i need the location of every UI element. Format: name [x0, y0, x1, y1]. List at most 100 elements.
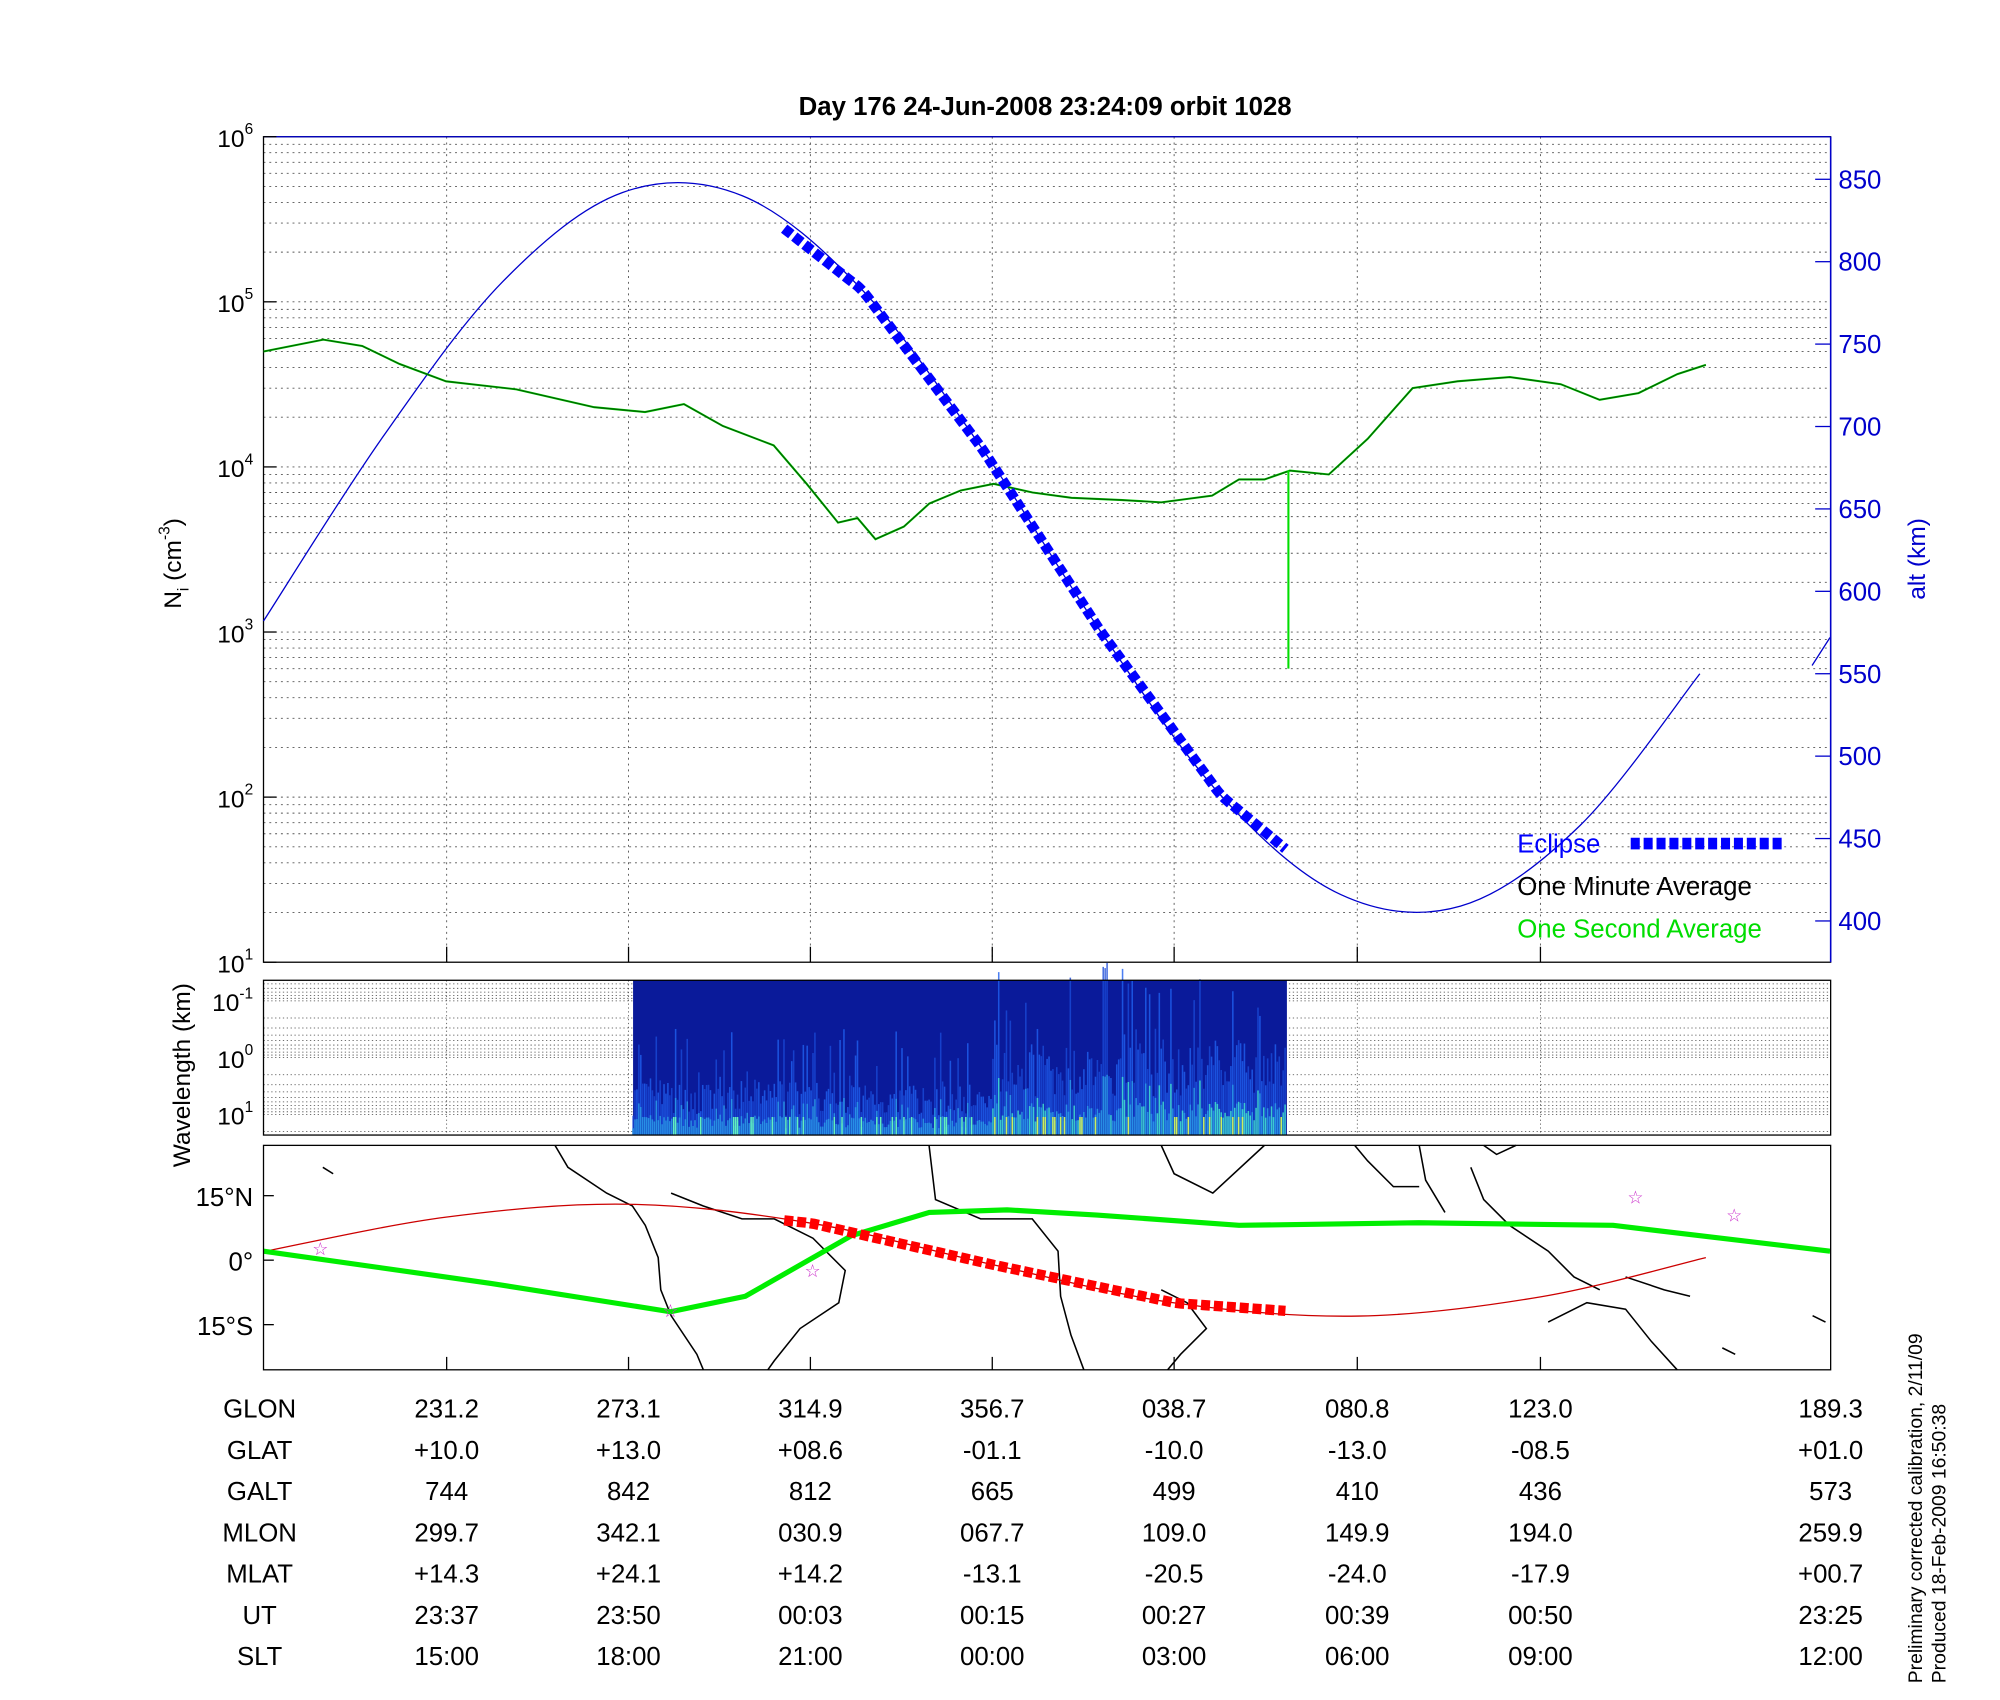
table-cell: 573 [1809, 1478, 1852, 1506]
y2-tick-label: 650 [1838, 496, 1881, 524]
y-tick-label: 106 [217, 121, 253, 153]
y2-tick-label: 600 [1838, 578, 1881, 606]
y-axis-label: Wavelength (km) [169, 983, 196, 1167]
y2-tick-label: 850 [1838, 166, 1881, 194]
y-tick-exponent: 4 [245, 451, 254, 468]
y-axis-label: Ni (cm-3) [156, 518, 192, 609]
row-label: MLAT [226, 1561, 293, 1589]
table-cell: +13.0 [596, 1437, 661, 1465]
table-cell: 273.1 [596, 1396, 661, 1424]
lat-tick-label: 0° [229, 1248, 254, 1276]
legend-entry: One Minute Average [1517, 873, 1752, 901]
table-cell: 231.2 [414, 1396, 479, 1424]
lat-tick-label: 15°N [196, 1184, 254, 1212]
table-cell: 665 [971, 1478, 1014, 1506]
y-tick-base: 10 [217, 621, 244, 648]
table-cell: 149.9 [1325, 1519, 1390, 1547]
table-cell: 09:00 [1508, 1643, 1573, 1671]
coastline [554, 1144, 705, 1371]
y-axis-label-base: N [160, 591, 187, 609]
table-cell: 356.7 [960, 1396, 1025, 1424]
table-cell: 06:00 [1325, 1643, 1390, 1671]
footer-produced: Produced 18-Feb-2009 16:50:38 [1928, 1404, 1950, 1683]
legend-entry: One Second Average [1517, 916, 1762, 944]
row-label: MLON [222, 1519, 297, 1547]
y-tick-label: 101 [217, 947, 253, 979]
coastline [1354, 1144, 1420, 1188]
y-tick-base: 10 [212, 990, 239, 1017]
y-tick-label: 104 [217, 451, 253, 483]
table-cell: 00:27 [1142, 1602, 1207, 1630]
y-tick-base: 10 [217, 456, 244, 483]
spectrogram-frame [262, 979, 1832, 1136]
coastline [670, 1192, 847, 1371]
coastline [322, 1166, 334, 1175]
row-label: GALT [227, 1478, 293, 1506]
star-icon: ☆ [1627, 1187, 1643, 1207]
table-cell: -24.0 [1328, 1561, 1387, 1589]
altitude-line [262, 182, 1701, 913]
row-label: GLAT [227, 1437, 293, 1465]
table-cell: 299.7 [414, 1519, 479, 1547]
y-tick-exponent: 1 [245, 947, 254, 964]
y-tick-label: 10-1 [212, 985, 253, 1017]
y-tick-label: 100 [217, 1042, 253, 1074]
table-cell: 259.9 [1798, 1519, 1863, 1547]
table-cell: +08.6 [778, 1437, 843, 1465]
star-icon: ☆ [1726, 1205, 1742, 1225]
y-tick-label: 101 [217, 1099, 253, 1131]
row-label: UT [242, 1602, 277, 1630]
y2-tick-label: 700 [1838, 414, 1881, 442]
y2-tick-label: 500 [1838, 743, 1881, 771]
y2-tick-label: 800 [1838, 249, 1881, 277]
map-frame [262, 1144, 1832, 1371]
table-cell: 00:03 [778, 1602, 843, 1630]
legend-entry: Eclipse [1517, 831, 1600, 859]
table-row: GALT 744 842 812 665 499 410 436 573 [227, 1478, 1852, 1506]
table-cell: 342.1 [596, 1519, 661, 1547]
table-cell: -13.0 [1328, 1437, 1387, 1465]
footer-calibration: Preliminary corrected calibration, 2/11/… [1905, 1333, 1927, 1683]
table-cell: 842 [607, 1478, 650, 1506]
table-cell: -01.1 [963, 1437, 1022, 1465]
one-minute-average-line [263, 338, 1707, 540]
coastline [1470, 1167, 1601, 1291]
table-cell: +01.0 [1798, 1437, 1863, 1465]
table-row: GLAT +10.0 +13.0 +08.6 -01.1 -10.0 -13.0 -08.5 +… [227, 1437, 1863, 1465]
table-cell: +14.2 [778, 1561, 843, 1589]
y-axis-label-sup: -3 [156, 526, 173, 540]
y-tick-exponent: 2 [245, 782, 254, 799]
table-cell: -20.5 [1145, 1561, 1204, 1589]
magnetic-equator-line [263, 1207, 1831, 1315]
table-cell: 00:15 [960, 1602, 1025, 1630]
table-row: MLON 299.7 342.1 030.9 067.7 109.0 149.9 194.0 2… [222, 1519, 1863, 1547]
table-cell: 03:00 [1142, 1643, 1207, 1671]
table-row: GLON 231.2 273.1 314.9 356.7 038.7 080.8 123.0 1… [223, 1396, 1863, 1424]
ground-track-line [263, 1203, 1706, 1317]
y2-tick-label: 750 [1838, 331, 1881, 359]
table-cell: +14.3 [414, 1561, 479, 1589]
table-cell: 00:39 [1325, 1602, 1390, 1630]
table-cell: 080.8 [1325, 1396, 1390, 1424]
table-cell: 12:00 [1798, 1643, 1863, 1671]
y-tick-exponent: 0 [245, 1042, 254, 1059]
y-tick-label: 102 [217, 782, 253, 814]
table-row: MLAT +14.3 +24.1 +14.2 -13.1 -20.5 -24.0 -17.9 +… [226, 1561, 1863, 1589]
table-cell: 038.7 [1142, 1396, 1207, 1424]
table-cell: -10.0 [1145, 1437, 1204, 1465]
table-cell: 812 [789, 1478, 832, 1506]
table-cell: 499 [1153, 1478, 1196, 1506]
table-cell: 00:50 [1508, 1602, 1573, 1630]
table-cell: 23:37 [414, 1602, 479, 1630]
coastline [1721, 1347, 1736, 1356]
table-cell: 067.7 [960, 1519, 1025, 1547]
table-cell: +10.0 [414, 1437, 479, 1465]
lat-tick-label: 15°S [197, 1313, 253, 1341]
star-icon: ☆ [805, 1261, 821, 1281]
map-panel: ☆ ☆ ☆ ☆ ☆ 15°N 0° 15°S [196, 1144, 1832, 1371]
y-tick-base: 10 [217, 1047, 244, 1074]
coastline [1418, 1145, 1446, 1213]
y-tick-base: 10 [217, 952, 244, 979]
